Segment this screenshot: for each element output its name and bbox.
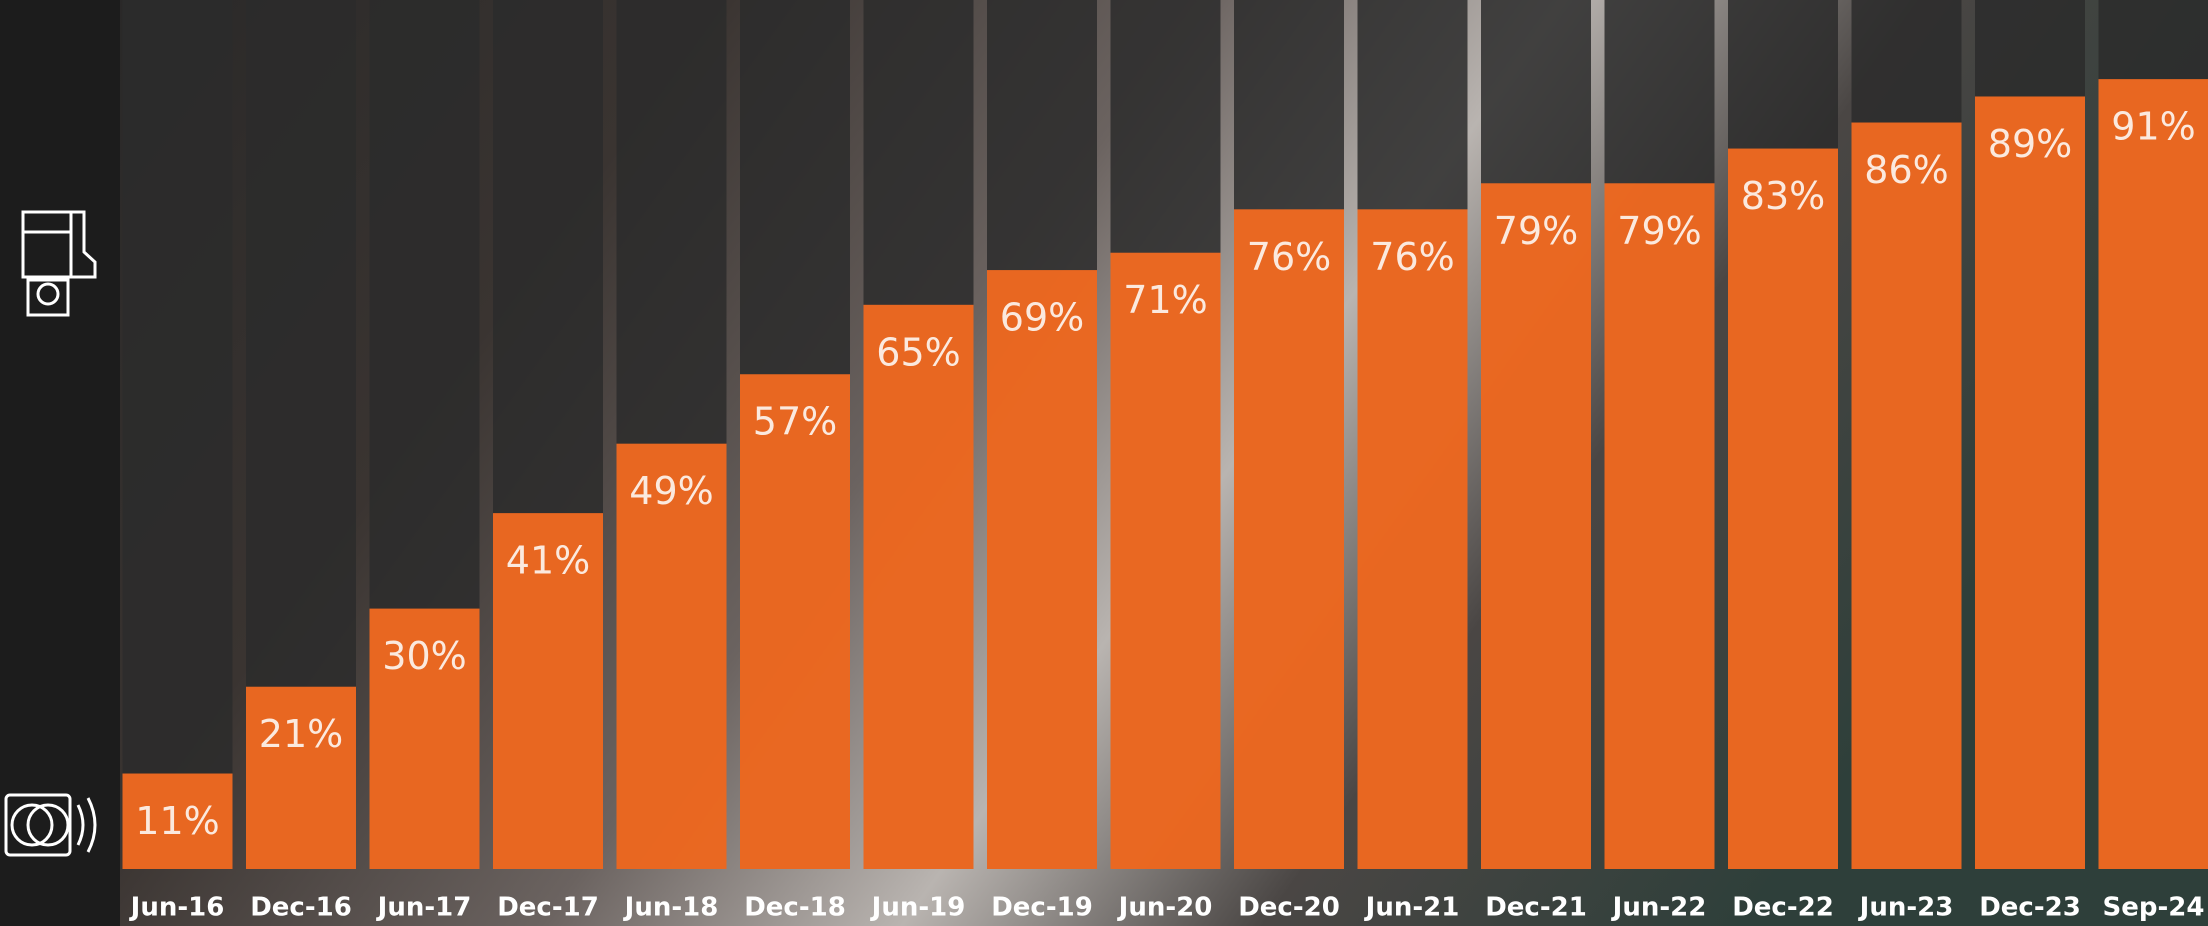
plot-area: 11% Jun-16 21% Dec-16 30% Jun-17 41% Dec-17 49% J…: [123, 0, 2208, 923]
bar-track: [123, 0, 233, 869]
left-panel: [0, 0, 120, 926]
x-tick-label: Dec-19: [991, 893, 1093, 923]
x-tick-label: Jun-22: [1611, 893, 1707, 923]
value-label: 79%: [1494, 209, 1578, 253]
value-label: 76%: [1370, 235, 1454, 279]
bar: [987, 270, 1097, 869]
value-label: 69%: [1000, 296, 1084, 340]
x-tick-label: Jun-19: [870, 893, 966, 923]
bar: [1481, 183, 1591, 869]
x-tick-label: Dec-20: [1238, 893, 1340, 923]
x-tick-label: Dec-17: [497, 893, 599, 923]
bar: [864, 305, 974, 869]
bar: [1111, 253, 1221, 869]
x-tick-label: Jun-23: [1858, 893, 1954, 923]
x-tick-label: Jun-18: [623, 893, 719, 923]
value-label: 86%: [1864, 148, 1948, 192]
bar: [1975, 96, 2085, 869]
value-label: 49%: [629, 469, 713, 513]
value-label: 21%: [259, 712, 343, 756]
value-label: 30%: [382, 634, 466, 678]
value-label: 89%: [1988, 122, 2072, 166]
x-tick-label: Jun-16: [129, 893, 225, 923]
x-tick-label: Jun-21: [1364, 893, 1460, 923]
bar: [1728, 149, 1838, 869]
value-label: 83%: [1741, 174, 1825, 218]
value-label: 11%: [135, 799, 219, 843]
value-label: 91%: [2111, 105, 2195, 149]
bar: [2099, 79, 2208, 869]
bar: [740, 374, 850, 869]
bar: [1358, 209, 1468, 869]
bar: [1605, 183, 1715, 869]
value-label: 41%: [506, 539, 590, 583]
x-tick-label: Sep-24: [2103, 893, 2205, 923]
x-tick-label: Dec-22: [1732, 893, 1834, 923]
x-tick-label: Jun-20: [1117, 893, 1213, 923]
x-tick-label: Dec-18: [744, 893, 846, 923]
value-label: 65%: [876, 330, 960, 374]
value-label: 76%: [1247, 235, 1331, 279]
chart: 11% Jun-16 21% Dec-16 30% Jun-17 41% Dec-17 49% J…: [0, 0, 2208, 926]
x-tick-label: Jun-17: [376, 893, 472, 923]
x-tick-label: Dec-23: [1979, 893, 2081, 923]
bar: [1234, 209, 1344, 869]
bar: [1852, 123, 1962, 869]
value-label: 71%: [1123, 278, 1207, 322]
x-tick-label: Dec-16: [250, 893, 352, 923]
value-label: 57%: [753, 400, 837, 444]
x-tick-label: Dec-21: [1485, 893, 1587, 923]
value-label: 79%: [1617, 209, 1701, 253]
